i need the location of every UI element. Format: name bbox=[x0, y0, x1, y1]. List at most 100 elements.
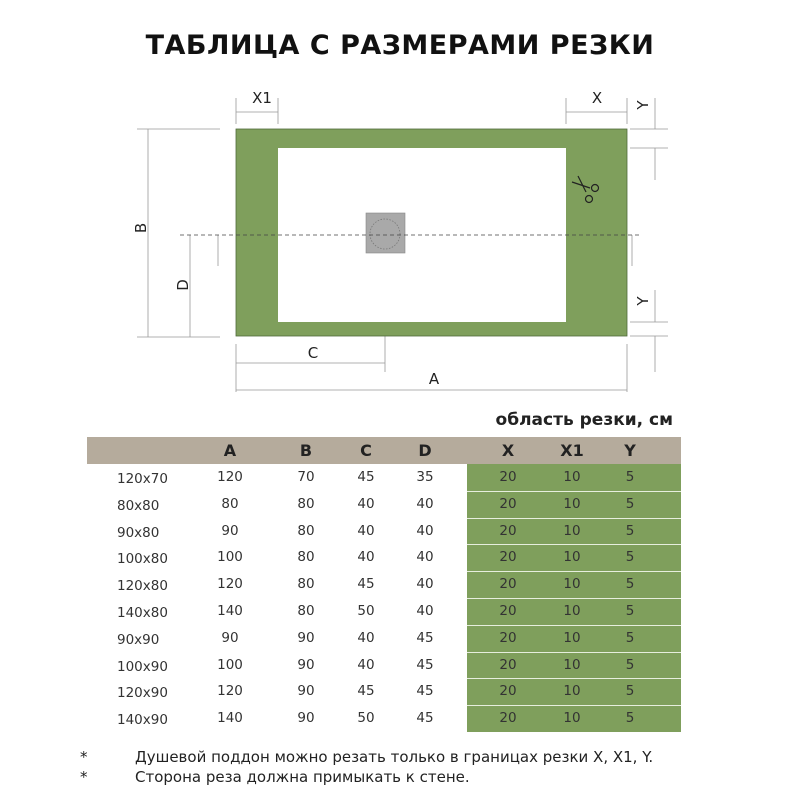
value-cell: 5 bbox=[625, 629, 635, 646]
value-cell: 40 bbox=[357, 549, 375, 566]
page-title: ТАБЛИЦА С РАЗМЕРАМИ РЕЗКИ bbox=[145, 30, 655, 61]
value-cell: 40 bbox=[357, 495, 375, 512]
value-cell: 20 bbox=[499, 629, 517, 646]
value-cell: 10 bbox=[563, 710, 581, 727]
value-cell: 50 bbox=[357, 603, 375, 619]
row-separator bbox=[467, 517, 681, 519]
note-2-text: Сторона реза должна примыкать к стене. bbox=[135, 768, 470, 786]
value-cell: 80 bbox=[297, 495, 315, 512]
size-cell: 120x70 bbox=[117, 471, 168, 487]
value-cell: 50 bbox=[357, 710, 375, 727]
value-cell: 90 bbox=[221, 522, 239, 539]
value-cell: 120 bbox=[217, 683, 243, 700]
drain-icon bbox=[365, 212, 406, 254]
label-x: X bbox=[592, 89, 602, 107]
value-cell: 40 bbox=[416, 576, 434, 593]
table-row: 90x90 90 90 40 45 20 10 5 bbox=[0, 625, 800, 652]
value-cell: 20 bbox=[499, 710, 517, 727]
row-separator bbox=[467, 624, 681, 626]
value-cell: 5 bbox=[625, 576, 635, 593]
column-header: D bbox=[418, 441, 432, 460]
value-cell: 20 bbox=[499, 522, 517, 539]
label-a: A bbox=[429, 370, 440, 388]
note-1-text: Душевой поддон можно резать только в гра… bbox=[135, 748, 654, 766]
value-cell: 20 bbox=[499, 495, 517, 512]
table-row: 100x90 100 90 40 45 20 10 5 bbox=[0, 652, 800, 679]
value-cell: 20 bbox=[499, 549, 517, 566]
value-cell: 5 bbox=[625, 683, 635, 700]
label-d: D bbox=[174, 279, 192, 291]
value-cell: 10 bbox=[563, 522, 581, 539]
value-cell: 40 bbox=[357, 629, 375, 646]
value-cell: 80 bbox=[297, 576, 315, 593]
value-cell: 90 bbox=[297, 710, 315, 727]
table-row: 90x80 90 80 40 40 20 10 5 bbox=[0, 518, 800, 545]
value-cell: 120 bbox=[217, 469, 243, 485]
value-cell: 40 bbox=[416, 549, 434, 566]
value-cell: 5 bbox=[625, 710, 635, 727]
value-cell: 5 bbox=[625, 603, 635, 619]
table-row: 80x80 80 80 40 40 20 10 5 bbox=[0, 491, 800, 518]
value-cell: 5 bbox=[625, 656, 635, 673]
size-cell: 100x80 bbox=[117, 551, 168, 568]
column-header: C bbox=[360, 441, 372, 460]
row-separator bbox=[467, 678, 681, 680]
size-cell: 100x90 bbox=[117, 658, 168, 675]
value-cell: 20 bbox=[499, 576, 517, 593]
value-cell: 90 bbox=[221, 629, 239, 646]
table-row: 120x70 120 70 45 35 20 10 5 bbox=[0, 464, 800, 491]
table-row: 120x80 120 80 45 40 20 10 5 bbox=[0, 571, 800, 598]
value-cell: 10 bbox=[563, 629, 581, 646]
row-separator bbox=[467, 705, 681, 707]
value-cell: 5 bbox=[625, 522, 635, 539]
value-cell: 10 bbox=[563, 656, 581, 673]
scissors-icon bbox=[571, 175, 600, 204]
size-cell: 120x90 bbox=[117, 685, 168, 702]
table-row: 100x80 100 80 40 40 20 10 5 bbox=[0, 544, 800, 571]
table-caption: область резки, см bbox=[495, 410, 673, 430]
value-cell: 20 bbox=[499, 469, 517, 485]
table-row: 140x90 140 90 50 45 20 10 5 bbox=[0, 705, 800, 732]
row-separator bbox=[467, 490, 681, 492]
value-cell: 5 bbox=[625, 495, 635, 512]
value-cell: 40 bbox=[357, 522, 375, 539]
value-cell: 40 bbox=[416, 522, 434, 539]
size-cell: 140x80 bbox=[117, 605, 168, 621]
value-cell: 10 bbox=[563, 469, 581, 485]
value-cell: 80 bbox=[297, 603, 315, 619]
label-x1: X1 bbox=[252, 89, 272, 107]
value-cell: 100 bbox=[217, 549, 243, 566]
size-cell: 90x80 bbox=[117, 524, 160, 541]
value-cell: 40 bbox=[357, 656, 375, 673]
label-c: C bbox=[308, 344, 318, 362]
value-cell: 10 bbox=[563, 683, 581, 700]
size-cell: 120x80 bbox=[117, 578, 168, 595]
size-cell: 140x90 bbox=[117, 712, 168, 729]
label-y-top: Y bbox=[634, 100, 652, 111]
value-cell: 20 bbox=[499, 603, 517, 619]
value-cell: 45 bbox=[416, 710, 434, 727]
value-cell: 10 bbox=[563, 603, 581, 619]
value-cell: 45 bbox=[416, 629, 434, 646]
size-cell: 80x80 bbox=[117, 497, 160, 514]
value-cell: 45 bbox=[357, 576, 375, 593]
value-cell: 120 bbox=[217, 576, 243, 593]
label-b: B bbox=[132, 223, 150, 233]
value-cell: 10 bbox=[563, 495, 581, 512]
value-cell: 70 bbox=[297, 469, 315, 485]
table-header bbox=[87, 437, 681, 464]
value-cell: 10 bbox=[563, 576, 581, 593]
size-cell: 90x90 bbox=[117, 631, 160, 648]
value-cell: 90 bbox=[297, 656, 315, 673]
value-cell: 80 bbox=[297, 522, 315, 539]
value-cell: 45 bbox=[416, 656, 434, 673]
value-cell: 90 bbox=[297, 629, 315, 646]
value-cell: 5 bbox=[625, 469, 635, 485]
note-1-mark: * bbox=[80, 748, 88, 766]
label-y-bottom: Y bbox=[634, 296, 652, 307]
column-header: X1 bbox=[560, 441, 584, 460]
value-cell: 80 bbox=[221, 495, 239, 512]
row-separator bbox=[467, 544, 681, 546]
value-cell: 80 bbox=[297, 549, 315, 566]
